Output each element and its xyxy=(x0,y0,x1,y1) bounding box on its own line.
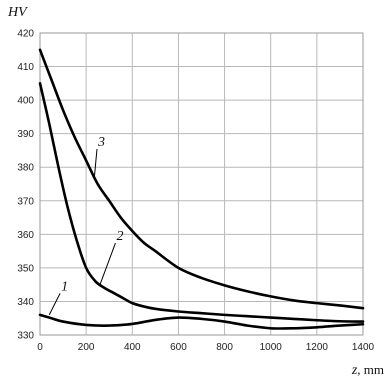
y-tick-label-420: 420 xyxy=(17,29,34,40)
y-tick-label-350: 350 xyxy=(17,263,34,274)
curve-label-2: 2 xyxy=(116,229,123,244)
series-line-1 xyxy=(38,313,365,330)
y-tick-label-330: 330 xyxy=(17,331,34,342)
series-line-3 xyxy=(38,48,365,310)
x-tick-label-800: 800 xyxy=(216,342,233,353)
series-line-2 xyxy=(38,82,365,323)
curve-leader-3 xyxy=(93,149,98,180)
x-tick-label-1200: 1200 xyxy=(306,342,329,353)
x-axis-variable: z xyxy=(351,363,358,378)
y-tick-label-390: 390 xyxy=(17,129,34,140)
curve-leader-1 xyxy=(48,293,61,316)
y-tick-label-380: 380 xyxy=(17,163,34,174)
grid xyxy=(39,32,364,336)
y-axis-title: HV xyxy=(7,5,28,20)
series-lines xyxy=(38,48,365,330)
x-axis-title: z, mm xyxy=(351,362,384,378)
x-tick-label-1400: 1400 xyxy=(352,342,375,353)
y-tick-label-340: 340 xyxy=(17,297,34,308)
curve-label-1: 1 xyxy=(61,279,68,294)
y-tick-label-360: 360 xyxy=(17,230,34,241)
y-tick-label-410: 410 xyxy=(17,62,34,73)
plot-frame xyxy=(39,32,364,336)
y-tick-label-400: 400 xyxy=(17,96,34,107)
x-tick-label-400: 400 xyxy=(124,342,141,353)
curve-label-3: 3 xyxy=(97,135,105,150)
x-axis-unit: , mm xyxy=(357,362,384,377)
curve-leader-2 xyxy=(99,242,116,285)
x-tick-label-1000: 1000 xyxy=(260,342,283,353)
curve-labels: 1 2 3 xyxy=(48,135,123,316)
y-tick-label-370: 370 xyxy=(17,196,34,207)
x-tick-label-0: 0 xyxy=(37,342,43,353)
tick-labels: 0 200 400 600 800 1000 1200 1400330340350360370… xyxy=(17,29,374,354)
x-tick-label-600: 600 xyxy=(170,342,187,353)
x-tick-label-200: 200 xyxy=(78,342,95,353)
